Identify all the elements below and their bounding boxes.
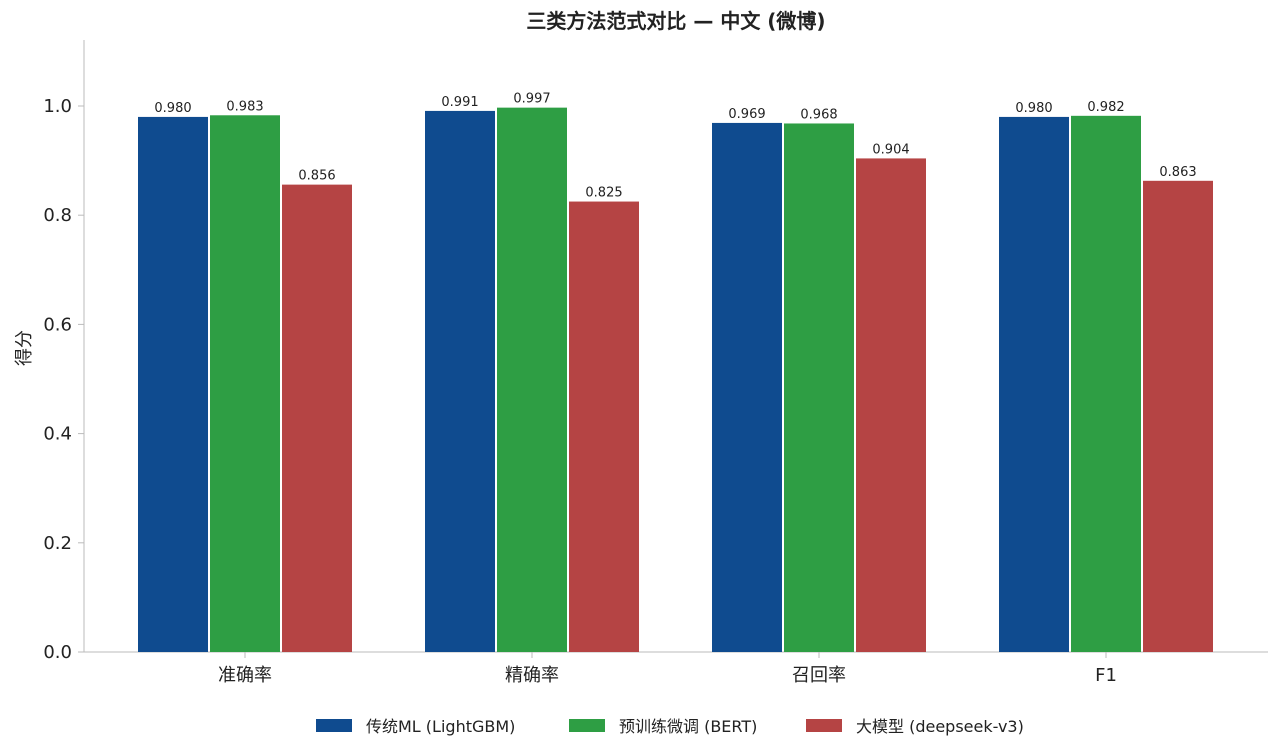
y-tick-label: 1.0 bbox=[43, 96, 72, 117]
bar-value-label: 0.980 bbox=[1015, 101, 1052, 116]
y-tick-label: 0.6 bbox=[43, 314, 72, 335]
x-tick-label: 准确率 bbox=[218, 665, 272, 686]
bar bbox=[497, 107, 567, 652]
bar bbox=[138, 116, 208, 653]
bar-value-label: 0.983 bbox=[226, 99, 263, 114]
bar-value-label: 0.863 bbox=[1159, 165, 1196, 180]
x-tick-label: F1 bbox=[1095, 665, 1117, 686]
bar-value-label: 0.856 bbox=[298, 169, 335, 184]
bar bbox=[856, 158, 926, 652]
y-tick-label: 0.0 bbox=[43, 642, 72, 663]
y-axis-label: 得分 bbox=[14, 330, 35, 366]
legend-swatch bbox=[316, 719, 352, 732]
y-tick-label: 0.4 bbox=[43, 424, 72, 445]
bar bbox=[425, 110, 495, 652]
x-tick-label: 召回率 bbox=[792, 665, 846, 686]
bar bbox=[282, 184, 352, 652]
bar bbox=[1071, 115, 1141, 652]
bar-value-label: 0.825 bbox=[585, 186, 622, 201]
y-tick-label: 0.2 bbox=[43, 533, 72, 554]
legend: 传统ML (LightGBM) 预训练微调 (BERT) 大模型 (deepseek… bbox=[316, 717, 1024, 736]
chart-title: 三类方法范式对比 — 中文 (微博) bbox=[526, 9, 825, 33]
x-axis-ticks: 准确率 精确率 召回率 F1 bbox=[218, 652, 1117, 686]
value-labels-group: 0.980 0.983 0.856 0.991 0.997 0.825 0.969 0.968… bbox=[154, 92, 1196, 201]
bars-group bbox=[138, 107, 1213, 653]
bar-value-label: 0.980 bbox=[154, 101, 191, 116]
y-axis-ticks: 0.0 0.2 0.4 0.6 0.8 1.0 bbox=[43, 96, 84, 663]
legend-swatch bbox=[806, 719, 842, 732]
y-tick-label: 0.8 bbox=[43, 205, 72, 226]
bar bbox=[1143, 180, 1213, 652]
bar-value-label: 0.969 bbox=[728, 107, 765, 122]
bar bbox=[712, 122, 782, 652]
legend-swatch bbox=[569, 719, 605, 732]
bar-value-label: 0.982 bbox=[1087, 100, 1124, 115]
bar-value-label: 0.991 bbox=[441, 95, 478, 110]
bar bbox=[784, 123, 854, 653]
bar-value-label: 0.968 bbox=[800, 107, 837, 122]
bar-value-label: 0.904 bbox=[872, 142, 909, 157]
bar bbox=[569, 201, 639, 653]
bar-value-label: 0.997 bbox=[513, 92, 550, 107]
legend-label: 传统ML (LightGBM) bbox=[366, 717, 515, 736]
legend-label: 预训练微调 (BERT) bbox=[619, 717, 757, 736]
bar bbox=[999, 116, 1069, 653]
x-tick-label: 精确率 bbox=[505, 665, 559, 686]
bar bbox=[210, 115, 280, 653]
legend-label: 大模型 (deepseek-v3) bbox=[856, 717, 1024, 736]
